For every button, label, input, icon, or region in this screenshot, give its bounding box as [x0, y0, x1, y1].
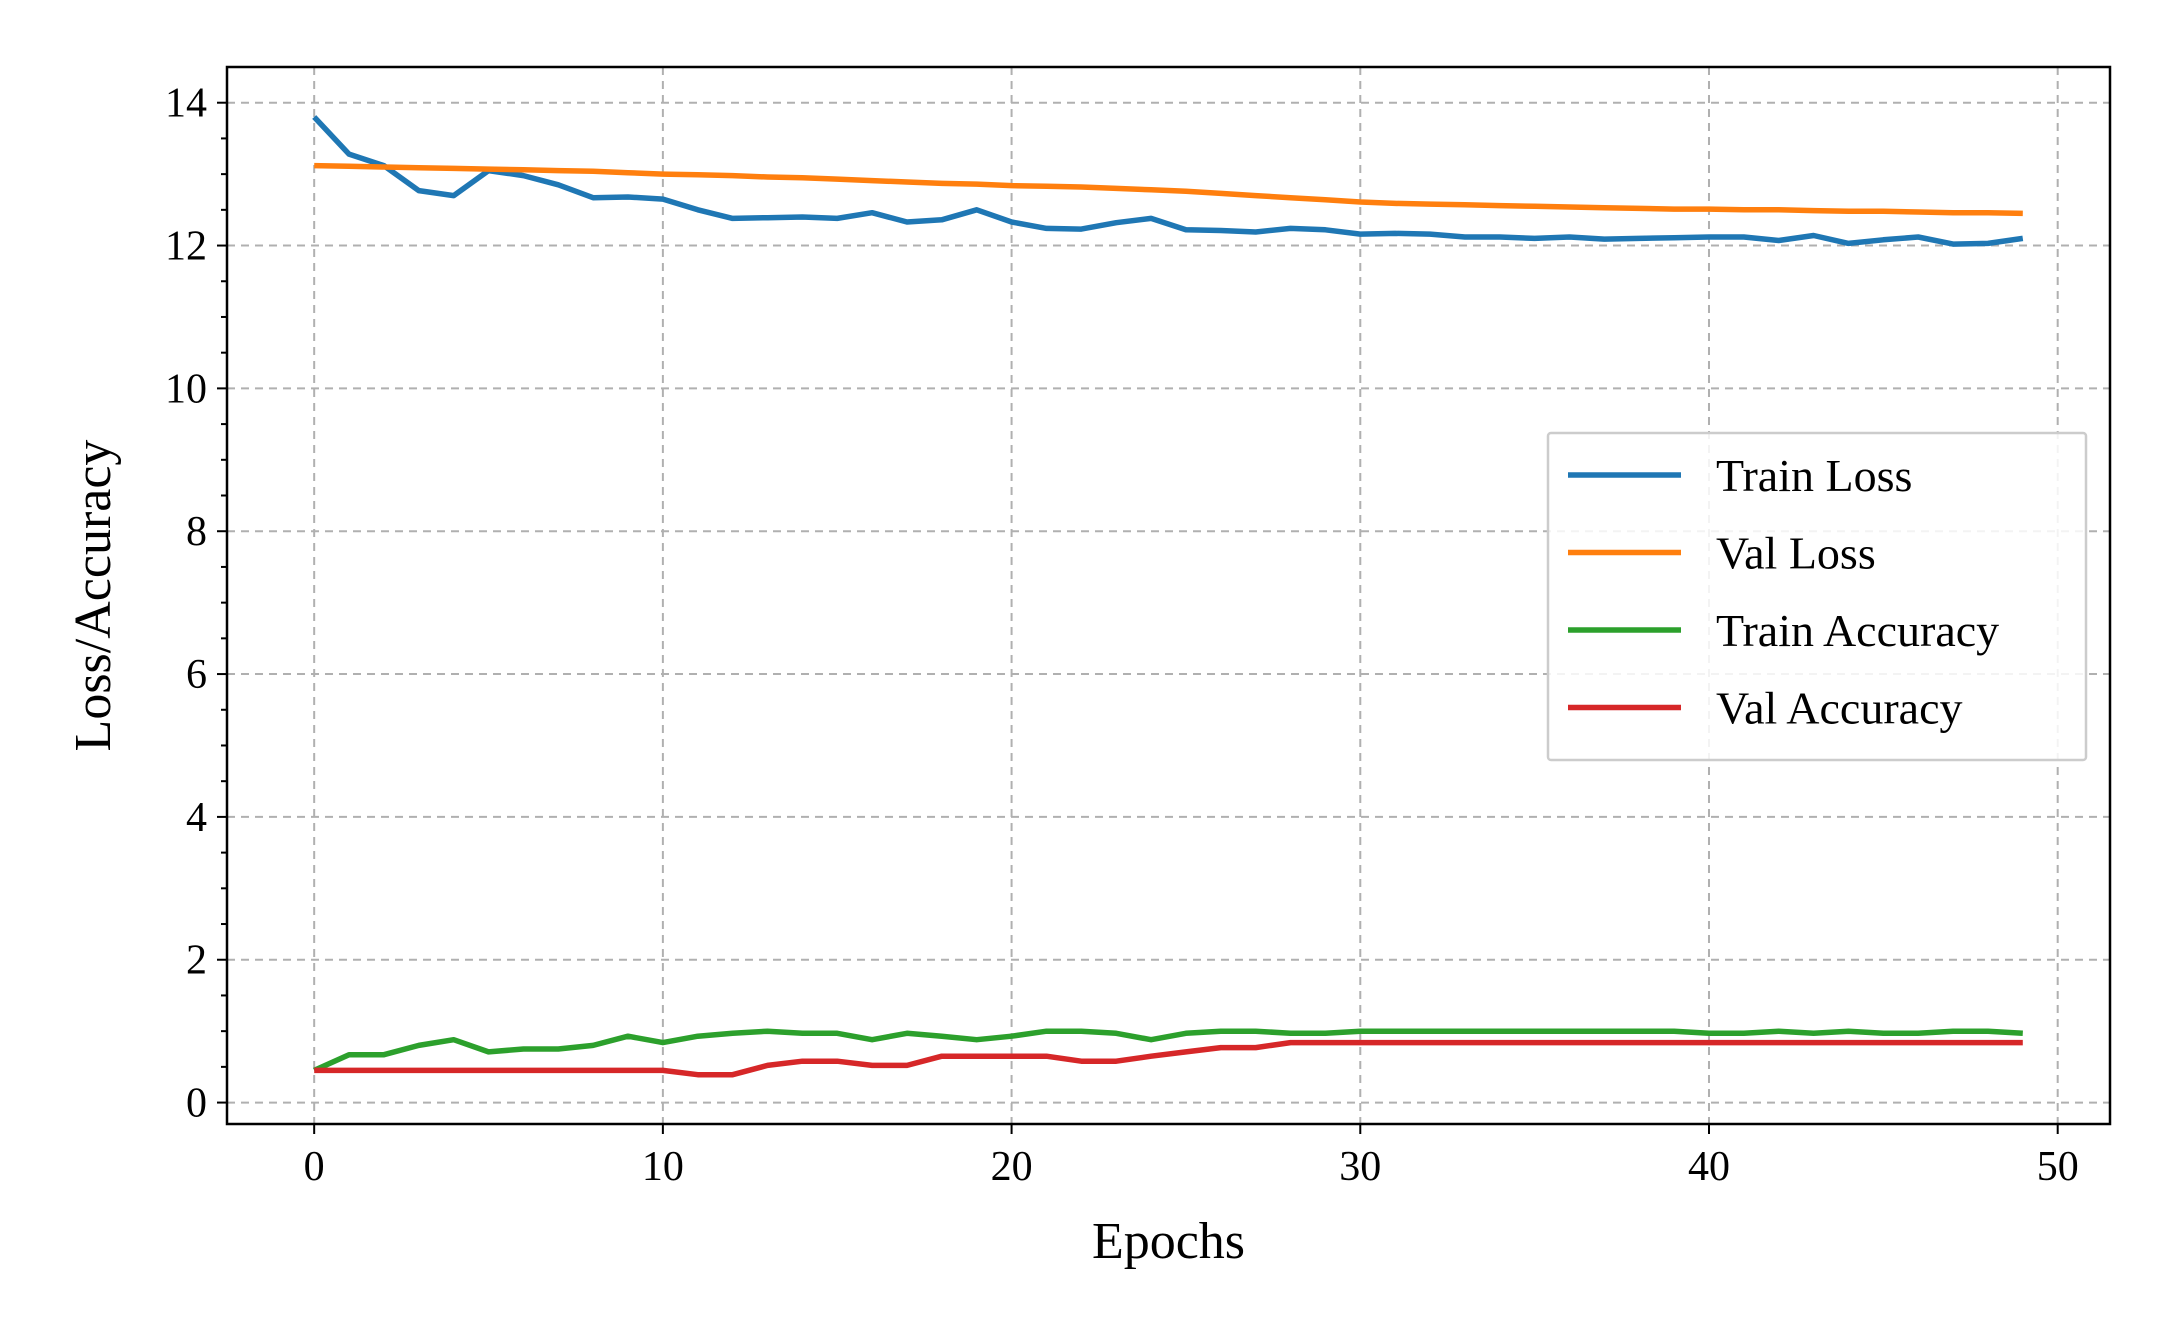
legend-label-val-loss: Val Loss: [1716, 528, 1876, 579]
x-axis-label: Epochs: [1092, 1213, 1245, 1270]
y-tick-label: 0: [186, 1081, 207, 1127]
series-lines: [312, 115, 2024, 1078]
x-tick-label: 30: [1339, 1144, 1381, 1190]
y-tick-label: 14: [165, 81, 207, 127]
series-line-train-accuracy: [313, 1028, 2023, 1073]
ticks: 0 10 20 30 40 50 0 2 4 6 8 10 12 14: [165, 81, 2079, 1190]
y-tick-label: 6: [186, 652, 207, 698]
y-axis-label: Loss/Accuracy: [65, 440, 122, 752]
x-tick-label: 0: [304, 1144, 325, 1190]
legend-box: [1546, 431, 2088, 762]
grid: [227, 67, 2110, 1124]
y-tick-label: 2: [186, 938, 207, 984]
series-line-val-accuracy: [314, 1039, 2023, 1078]
x-tick-label: 50: [2037, 1144, 2079, 1190]
legend-label-train-accuracy: Train Accuracy: [1716, 605, 1999, 656]
y-tick-label: 4: [186, 795, 207, 841]
y-tick-label: 10: [165, 366, 207, 412]
legend: Train Loss Val Loss Train Accuracy Val Accu…: [1546, 431, 2088, 762]
legend-label-val-accuracy: Val Accuracy: [1716, 683, 1963, 734]
x-tick-label: 20: [991, 1144, 1033, 1190]
x-tick-label: 10: [642, 1144, 684, 1190]
series-line-train-loss: [312, 115, 2024, 247]
y-tick-label: 8: [186, 509, 207, 555]
x-tick-label: 40: [1688, 1144, 1730, 1190]
y-tick-label: 12: [165, 224, 207, 270]
legend-label-train-loss: Train Loss: [1716, 450, 1912, 501]
series-line-val-loss: [314, 162, 2023, 217]
plot-frame: [225, 65, 2112, 1126]
